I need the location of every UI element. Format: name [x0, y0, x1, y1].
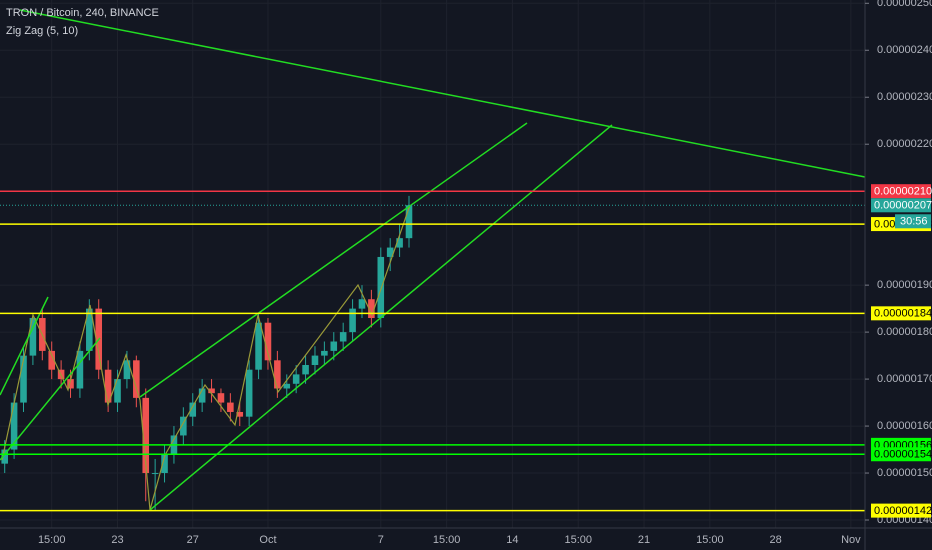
- y-tick-label: 0.00000150: [877, 467, 932, 479]
- candle-body: [311, 355, 319, 365]
- chart-title: TRON / Bitcoin, 240, BINANCE: [6, 7, 159, 19]
- candle-body: [208, 388, 215, 394]
- candle-body: [339, 332, 347, 342]
- price-label: 0.00000142: [874, 505, 932, 517]
- zigzag: [1, 204, 411, 511]
- candle-body: [48, 350, 56, 370]
- candle-body: [104, 369, 112, 403]
- price-label: 0.00000184: [874, 308, 932, 320]
- candle-body: [86, 308, 93, 351]
- candle-body: [292, 374, 300, 384]
- candle-body: [349, 308, 356, 333]
- candle-body: [114, 379, 121, 403]
- price-label-box: [871, 447, 931, 462]
- candle-body: [133, 360, 140, 398]
- candle-body: [236, 411, 244, 417]
- candle-body: [358, 299, 366, 309]
- candle-body: [274, 360, 281, 389]
- drawings: [0, 9, 866, 511]
- x-tick-label: 15:00: [696, 534, 724, 546]
- y-tick-label: 0.00000240: [877, 44, 932, 56]
- x-tick-label: Oct: [259, 534, 276, 546]
- x-tick-label: 28: [770, 534, 782, 546]
- candle-body: [76, 350, 84, 389]
- trend-line: [139, 122, 528, 398]
- x-tick-label: 14: [506, 534, 518, 546]
- price-label-box: [871, 198, 931, 213]
- candle-body: [1, 449, 8, 464]
- candle-body: [377, 256, 385, 319]
- countdown: 30:56: [900, 216, 928, 228]
- price-label-box: [871, 503, 931, 518]
- x-tick-label: Nov: [841, 534, 861, 546]
- price-label: 0.00000154: [874, 449, 932, 461]
- x-tick-label: 7: [378, 534, 384, 546]
- x-tick-label: 23: [111, 534, 123, 546]
- candle-body: [151, 473, 159, 475]
- price-label: 0.00000210: [874, 186, 932, 198]
- countdown-box: [895, 214, 931, 229]
- y-tick-label: 0.00000180: [877, 326, 932, 338]
- candle-body: [20, 355, 27, 403]
- trend-line: [19, 9, 866, 178]
- price-label-box: [871, 306, 931, 321]
- candle-body: [189, 402, 197, 417]
- x-tick-label: 21: [638, 534, 650, 546]
- x-tick-label: 15:00: [433, 534, 461, 546]
- y-tick-label: 0.00000220: [877, 138, 932, 150]
- candle-body: [405, 205, 413, 239]
- y-tick-label: 0.00000190: [877, 279, 932, 291]
- candle-body: [283, 383, 291, 389]
- candle-body: [302, 364, 309, 375]
- candle-body: [198, 388, 206, 403]
- candle-body: [10, 402, 18, 450]
- candle-body: [386, 247, 394, 257]
- axes: 0.000001400.000001500.000001600.00000170…: [38, 0, 932, 546]
- y-tick-label: 0.00000160: [877, 420, 932, 432]
- candle-body: [29, 318, 37, 356]
- candle-body: [264, 322, 272, 361]
- y-tick-label: 0.00000170: [877, 373, 932, 385]
- x-tick-label: 15:00: [38, 534, 66, 546]
- candle-body: [142, 397, 150, 474]
- candle-body: [67, 379, 74, 389]
- indicator-label: Zig Zag (5, 10): [6, 25, 78, 37]
- trend-line: [149, 124, 613, 511]
- x-tick-label: 27: [187, 534, 199, 546]
- candle-body: [245, 369, 253, 417]
- candle-body: [161, 454, 168, 474]
- y-tick-label: 0.00000250: [877, 0, 932, 9]
- price-label: 0.00000207: [874, 200, 932, 212]
- candle-body: [217, 393, 225, 403]
- y-tick-label: 0.00000230: [877, 91, 932, 103]
- candle-body: [123, 360, 131, 380]
- grid: [0, 0, 865, 528]
- candle-body: [180, 416, 187, 436]
- candle-body: [330, 341, 338, 351]
- levels: [0, 190, 865, 512]
- candle-body: [321, 350, 328, 356]
- candle-body: [368, 299, 375, 319]
- x-tick-label: 15:00: [564, 534, 592, 546]
- trend-line: [0, 337, 101, 461]
- candle-body: [255, 322, 262, 370]
- candle-body: [396, 238, 403, 248]
- price-label-box: [871, 184, 931, 199]
- candle-body: [227, 402, 234, 412]
